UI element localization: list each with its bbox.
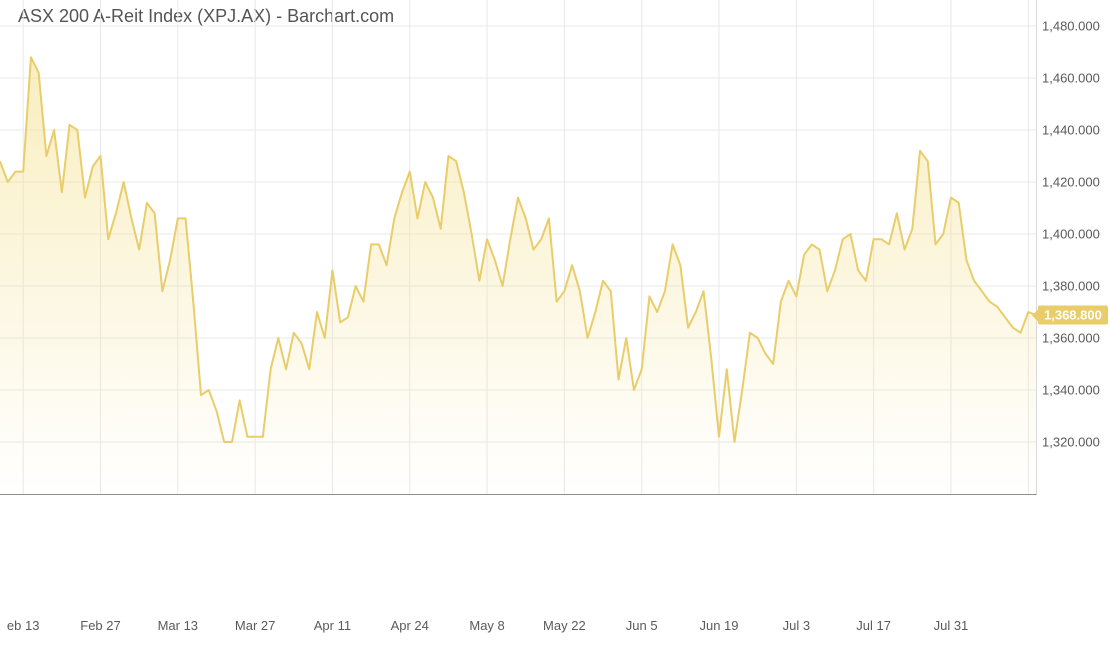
x-tick-label: Jul 17 (856, 618, 891, 633)
x-tick-label: Feb 27 (80, 618, 120, 633)
x-tick-label: eb 13 (7, 618, 40, 633)
area-fill (0, 57, 1036, 494)
y-tick-label: 1,320.000 (1042, 435, 1100, 450)
y-tick-label: 1,400.000 (1042, 227, 1100, 242)
y-tick-label: 1,340.000 (1042, 383, 1100, 398)
y-tick-label: 1,360.000 (1042, 331, 1100, 346)
y-tick-label: 1,420.000 (1042, 175, 1100, 190)
x-tick-label: Mar 27 (235, 618, 275, 633)
x-tick-label: Jun 5 (626, 618, 658, 633)
x-tick-label: Apr 24 (391, 618, 429, 633)
stock-chart: ASX 200 A-Reit Index (XPJ.AX) - Barchart… (0, 0, 1110, 645)
y-tick-label: 1,440.000 (1042, 123, 1100, 138)
last-price-badge: 1,368.800 (1038, 306, 1108, 325)
x-tick-label: Apr 11 (314, 618, 351, 633)
x-tick-label: Jul 3 (783, 618, 810, 633)
x-tick-label: Jul 31 (934, 618, 969, 633)
x-tick-label: May 22 (543, 618, 586, 633)
last-price-value: 1,368.800 (1044, 308, 1102, 323)
y-tick-label: 1,460.000 (1042, 71, 1100, 86)
x-tick-label: Jun 19 (699, 618, 738, 633)
plot-area[interactable] (0, 0, 1037, 495)
price-series (0, 0, 1036, 494)
y-tick-label: 1,380.000 (1042, 279, 1100, 294)
y-tick-label: 1,480.000 (1042, 19, 1100, 34)
x-tick-label: May 8 (469, 618, 504, 633)
x-tick-label: Mar 13 (158, 618, 198, 633)
